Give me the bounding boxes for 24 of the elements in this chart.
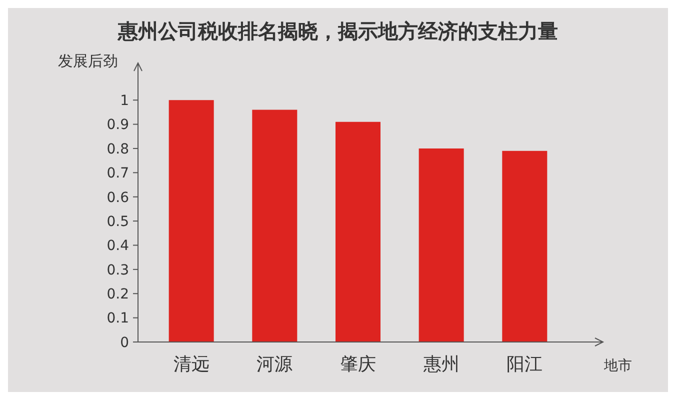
- bar: [168, 100, 214, 342]
- chart-title: 惠州公司税收排名揭晓，揭示地方经济的支柱力量: [117, 19, 558, 43]
- y-tick-label: 0.3: [106, 262, 129, 278]
- bar: [418, 148, 464, 342]
- y-tick-label: 1: [120, 92, 129, 109]
- y-tick-label: 0.2: [106, 286, 129, 303]
- y-axis-title: 发展后劲: [58, 52, 118, 70]
- y-tick-label: 0: [120, 334, 129, 351]
- y-tick-label: 0.6: [106, 190, 130, 206]
- y-tick-label: 0.4: [106, 238, 130, 254]
- y-tick-label: 0.1: [106, 310, 129, 327]
- x-tick-label: 肇庆: [340, 354, 376, 375]
- y-tick-label: 0.8: [106, 141, 129, 158]
- x-tick-label: 阳江: [506, 354, 543, 375]
- y-tick-label: 0.7: [106, 166, 129, 182]
- x-tick-label: 清远: [173, 354, 210, 375]
- x-tick-label: 河源: [256, 354, 293, 375]
- x-tick-label: 惠州: [422, 354, 460, 375]
- bar: [252, 110, 298, 342]
- x-axis-title: 地市: [603, 358, 632, 374]
- bar: [336, 122, 380, 342]
- y-tick-label: 0.5: [106, 214, 129, 230]
- y-tick-label: 0.9: [106, 117, 129, 134]
- bar: [502, 150, 548, 342]
